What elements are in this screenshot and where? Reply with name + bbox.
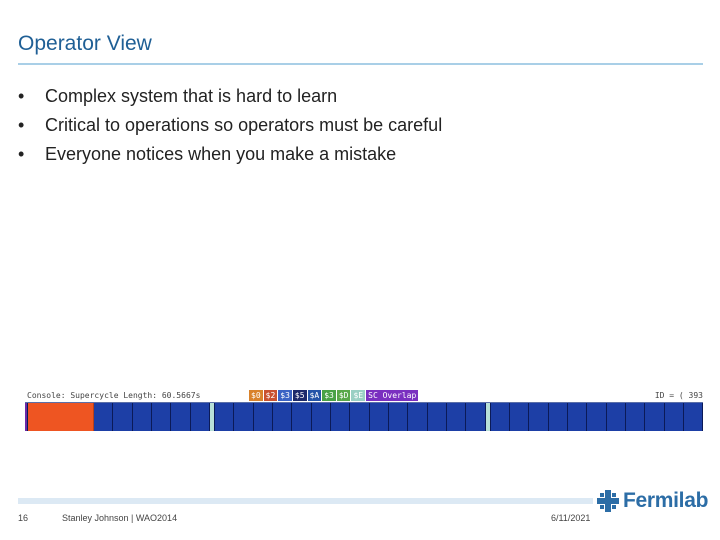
console-label: Console: Supercycle Length: 60.5667s xyxy=(27,391,201,400)
bullet-item: • Critical to operations so operators mus… xyxy=(18,115,442,144)
bar-segment xyxy=(171,403,191,431)
bar-segment xyxy=(587,403,607,431)
bar-segment xyxy=(645,403,665,431)
bar-segment xyxy=(408,403,428,431)
event-tag: $2 xyxy=(263,390,278,401)
bar-segment xyxy=(446,403,467,431)
event-tag: $0 xyxy=(249,390,263,401)
fermilab-logo: Fermilab xyxy=(597,488,708,514)
console-screenshot: Console: Supercycle Length: 60.5667s $0 … xyxy=(25,390,704,439)
event-tag: $5 xyxy=(292,390,307,401)
bar-segment xyxy=(485,403,491,431)
bar-segment xyxy=(388,403,409,431)
bar-segment xyxy=(113,403,133,431)
event-tag: SC Overlap xyxy=(366,390,419,401)
logo-wordmark: Fermilab xyxy=(623,489,709,512)
bar-segment xyxy=(28,403,94,431)
bar-segment xyxy=(272,403,293,431)
bar-segment xyxy=(509,403,530,431)
bar-segment xyxy=(664,403,684,431)
event-tag: $D xyxy=(336,390,351,401)
footer-text: Stanley Johnson | WAO2014 xyxy=(62,513,178,523)
bar-segment xyxy=(25,403,28,431)
bar-segment xyxy=(490,403,510,431)
bullet-marker: • xyxy=(18,86,25,106)
bar-segment xyxy=(253,403,273,431)
bullet-item: • Everyone notices when you make a mistak… xyxy=(18,144,442,173)
bar-segment xyxy=(214,403,235,431)
event-tag: $3 xyxy=(322,390,336,401)
bar-segment xyxy=(567,403,588,431)
footer-divider xyxy=(18,498,593,504)
supercycle-bar xyxy=(25,402,704,431)
console-header: Console: Supercycle Length: 60.5667s $0 … xyxy=(25,390,703,401)
bar-segment xyxy=(466,403,486,431)
bar-segment xyxy=(427,403,447,431)
bar-segment xyxy=(209,403,215,431)
bar-segment xyxy=(330,403,351,431)
event-tag: $E xyxy=(351,390,366,401)
bullet-item: • Complex system that is hard to learn xyxy=(18,86,442,115)
bar-segment xyxy=(292,403,312,431)
bar-segment xyxy=(683,403,704,431)
bullet-marker: • xyxy=(18,144,25,164)
bar-segment xyxy=(350,403,370,431)
bullet-list: • Complex system that is hard to learn • C… xyxy=(18,86,442,173)
title-divider xyxy=(18,63,703,65)
event-tag: $3 xyxy=(278,390,292,401)
bullet-text: Everyone notices when you make a mistake xyxy=(45,144,397,164)
bar-segment xyxy=(234,403,254,431)
bullet-text: Critical to operations so operators must… xyxy=(45,115,443,135)
page-number: 16 xyxy=(18,513,29,523)
bar-segment xyxy=(94,403,114,431)
bullet-marker: • xyxy=(18,115,25,135)
bar-segment xyxy=(369,403,389,431)
event-tags: $0 $2 $3 $5 $A $3 $D $E SC Overlap xyxy=(249,390,419,401)
bar-segment xyxy=(190,403,210,431)
fermilab-logo-icon xyxy=(597,490,619,512)
bullet-text: Complex system that is hard to learn xyxy=(45,86,338,106)
bar-segment xyxy=(132,403,152,431)
bar-segment xyxy=(625,403,646,431)
slide-title: Operator View xyxy=(18,32,152,55)
bar-segment xyxy=(548,403,568,431)
footer-date: 6/11/2021 xyxy=(551,513,591,523)
bar-segment xyxy=(606,403,626,431)
console-id-readout: ID = ( 393 xyxy=(654,391,703,400)
bar-segment xyxy=(151,403,172,431)
bar-segment xyxy=(311,403,331,431)
bar-segment xyxy=(529,403,549,431)
event-tag: $A xyxy=(307,390,322,401)
